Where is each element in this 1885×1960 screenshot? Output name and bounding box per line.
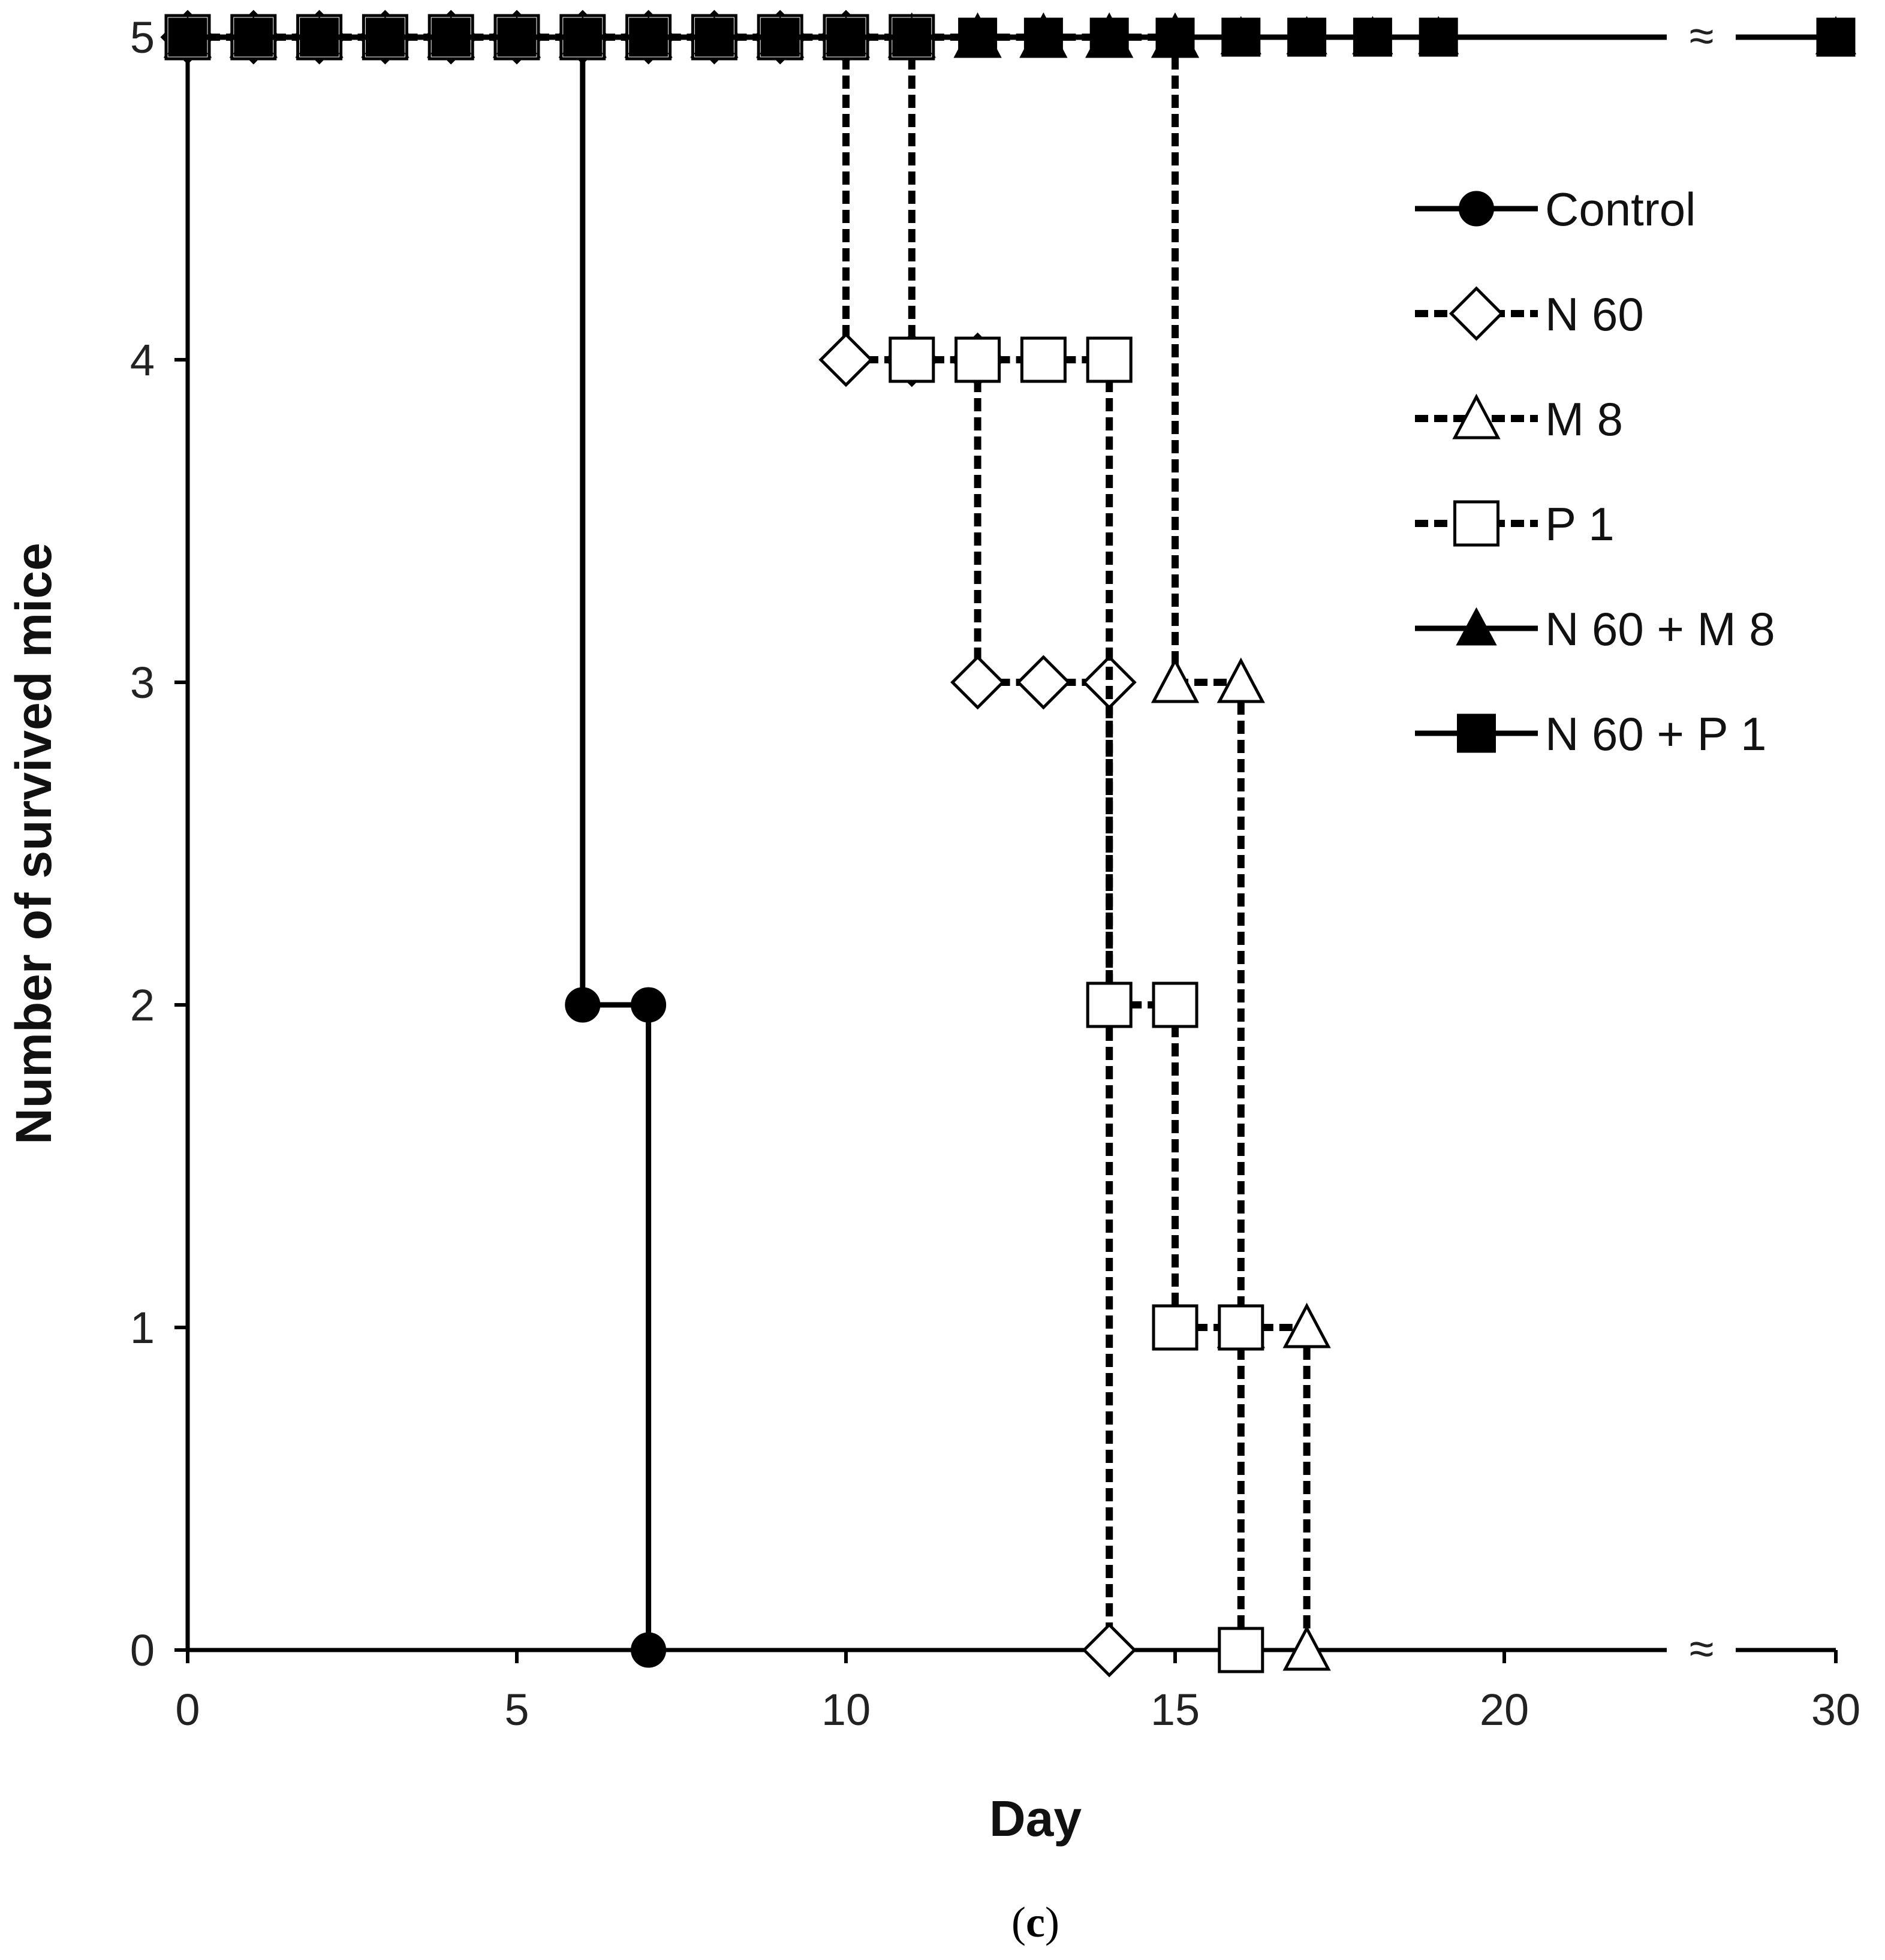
caption-letter: c [1026,1898,1045,1946]
data-point [1216,657,1265,703]
data-point [950,655,1005,710]
y-tick-label: 2 [130,980,155,1030]
data-point [1218,1627,1264,1673]
legend-marker [1457,713,1496,753]
legend-label: N 60 + M 8 [1545,603,1775,655]
data-point [1082,655,1137,710]
legend-label: Control [1545,183,1696,236]
data-point [1221,17,1261,57]
series-m-8 [163,12,1331,1671]
legend-marker [1453,500,1499,547]
legend-label: M 8 [1545,393,1623,445]
data-point [1353,17,1392,57]
caption-open-paren: ( [1011,1898,1026,1946]
x-tick-label: 30 [1811,1685,1860,1735]
data-point [1082,1622,1137,1678]
data-point [1218,1304,1264,1351]
legend-item: Control [1415,183,1696,236]
data-point [365,17,405,57]
data-point [431,17,471,57]
legend-label: N 60 [1545,288,1644,341]
legend-item: M 8 [1415,393,1623,445]
data-point [1419,17,1458,57]
x-break-symbol-bottom: ≈ [1690,1624,1714,1673]
data-point [954,336,1001,383]
legend-item: N 60 + P 1 [1415,707,1766,760]
x-tick-label: 15 [1151,1685,1200,1735]
x-tick-label: 10 [821,1685,871,1735]
data-point [629,17,669,57]
data-point [889,336,935,383]
data-point [1152,981,1199,1028]
data-point [694,17,734,57]
chart-ticks: 0 1 2 3 4 5 0 5 10 15 20 30 [130,13,1860,1735]
legend-label: N 60 + P 1 [1545,707,1766,760]
legend-marker [1449,286,1504,341]
y-tick-label: 1 [130,1303,155,1353]
data-point [826,17,866,57]
series-p-1 [164,14,1264,1673]
data-point [1155,17,1195,57]
data-point [563,17,603,57]
y-axis-title: Number of survived mice [5,543,62,1145]
legend-item: N 60 + M 8 [1415,603,1775,655]
data-point [1282,1302,1331,1348]
x-break-symbol-top: ≈ [1690,11,1714,61]
data-point [1023,17,1063,57]
y-tick-label: 5 [130,13,155,62]
data-point [1086,981,1133,1028]
data-point [631,987,667,1023]
legend-item: N 60 [1415,286,1644,341]
data-point [631,1632,667,1668]
legend-item: P 1 [1415,498,1615,550]
data-point [1287,17,1327,57]
data-point [1089,17,1129,57]
data-point [300,17,339,57]
data-point [760,17,800,57]
x-tick-label: 0 [175,1685,200,1735]
legend-marker [1452,393,1501,439]
data-point [497,17,537,57]
y-tick-label: 0 [130,1625,155,1675]
legend-marker [1459,191,1494,227]
series-control [170,19,667,1668]
data-point [1086,336,1133,383]
figure-caption: (c) [1011,1898,1059,1946]
x-axis-title: Day [989,1790,1082,1847]
data-point [958,17,998,57]
chart-legend: Control N 60 M 8 P 1 N 60 + M 8 N 60 + P 1 [1415,183,1775,760]
x-tick-label: 20 [1480,1685,1529,1735]
data-point [1816,17,1856,57]
data-point [1152,1304,1199,1351]
data-point [818,332,874,387]
data-point [565,987,601,1023]
x-tick-label: 5 [504,1685,529,1735]
chart-series [160,10,1857,1678]
data-point [234,17,273,57]
y-tick-label: 4 [130,335,155,385]
data-point [1016,655,1071,710]
chart-axes: ≈ ≈ [185,11,1836,1673]
caption-close-paren: ) [1045,1898,1059,1946]
data-point [1151,657,1200,703]
legend-marker [1456,607,1497,646]
data-point [1020,336,1067,383]
data-point [1282,1625,1331,1671]
series-n-60-p-1 [168,17,1856,57]
legend-label: P 1 [1545,498,1615,550]
y-tick-label: 3 [130,658,155,707]
data-point [892,17,932,57]
